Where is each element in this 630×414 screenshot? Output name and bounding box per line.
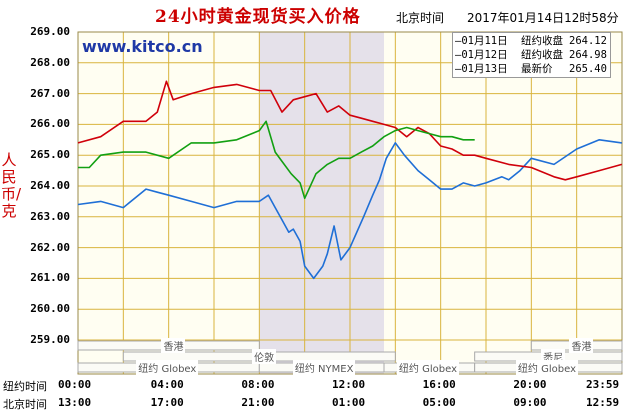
series-line [77,139,622,280]
y-tick-label: 261.00 [30,271,70,285]
ny-time-label: 纽约时间 [3,380,47,393]
legend-value: 264.98 [569,49,607,61]
market-session-label: 伦敦 [252,349,277,364]
chart-title: 24小时黄金现货买入价格 [155,7,361,27]
market-session-label: 纽约 NYMEX [292,360,356,375]
y-tick-label: 263.00 [30,209,70,223]
time-tick-label: 01:00 [332,396,366,409]
legend-item: —01月11日 纽约收盘 264.12 [455,34,607,48]
site-link[interactable]: www.kitco.cn [82,37,203,56]
time-tick-label: 20:00 [513,378,547,391]
bj-time-label: 北京时间 [3,398,47,411]
legend-name: —01月13日 [455,63,508,75]
time-tick-label: 08:00 [241,378,275,391]
market-session-label: 纽约 Globex [396,360,459,375]
legend-name: —01月12日 [455,49,508,61]
y-tick-label: 267.00 [30,86,70,100]
legend-item: —01月12日 纽约收盘 264.98 [455,48,607,62]
legend-type: 纽约收盘 [521,35,563,47]
y-tick-label: 260.00 [30,302,70,316]
time-tick-label: 16:00 [422,378,456,391]
time-tick-label: 04:00 [150,378,184,391]
series-line [78,120,475,200]
legend-item: —01月13日 最新价 265.40 [455,62,607,76]
time-tick-label: 12:00 [332,378,366,391]
market-session-label: 纽约 Globex [136,360,199,375]
time-tick-label: 00:00 [58,378,92,391]
time-tick-label: 23:59 [586,378,620,391]
time-tick-label: 12:59 [586,396,620,409]
legend-type: 最新价 [521,63,553,75]
legend-type: 纽约收盘 [521,49,563,61]
legend: —01月11日 纽约收盘 264.12 —01月12日 纽约收盘 264.98 —01月… [452,32,611,78]
timestamp: 2017年01月14日12时58分 [467,11,619,25]
nymex-session-band [259,32,384,374]
time-tick-label: 09:00 [513,396,547,409]
ny-time-row: 纽约时间 00:00 04:00 08:00 12:00 16:00 20:00 23:59 [0,378,630,393]
legend-value: 265.40 [569,63,607,75]
time-tick-label: 13:00 [58,396,92,409]
market-session-label: 纽约 Globex [515,360,578,375]
time-tick-label: 21:00 [241,396,275,409]
market-session-label: 香港 [161,338,186,353]
timezone-label: 北京时间 [396,11,445,25]
y-tick-label: 265.00 [30,148,70,162]
legend-value: 264.12 [569,35,607,47]
time-tick-label: 05:00 [422,396,456,409]
legend-name: —01月11日 [455,35,508,47]
y-tick-label: 268.00 [30,55,70,69]
y-tick-label: 269.00 [30,25,70,38]
y-tick-label: 264.00 [30,179,70,192]
market-session-label: 香港 [569,338,594,353]
y-tick-label: 262.00 [30,240,70,254]
time-tick-label: 17:00 [150,396,184,409]
y-tick-label: 266.00 [30,117,70,131]
series-line [77,80,623,181]
bj-time-row: 北京时间 13:00 17:00 21:00 01:00 05:00 09:00 12:59 [0,396,630,411]
y-tick-label: 259.00 [30,333,70,346]
y-axis-label: 人民币/克 [1,151,22,220]
